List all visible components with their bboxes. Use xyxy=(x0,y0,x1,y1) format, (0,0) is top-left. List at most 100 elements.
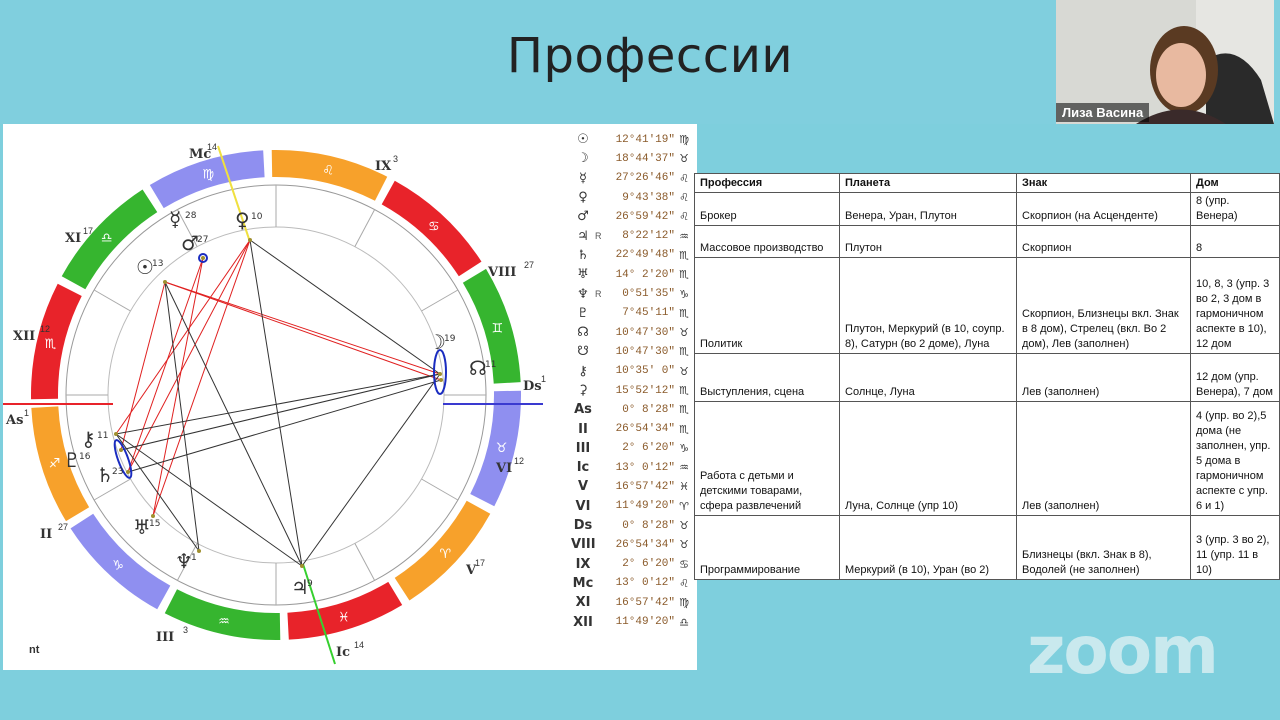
zodiac-segment xyxy=(31,283,82,400)
position-symbol: VIII xyxy=(571,537,596,553)
zodiac-segment xyxy=(381,180,482,277)
position-sign: ♓ xyxy=(679,480,689,494)
zodiac-segment xyxy=(31,406,90,522)
planet-glyph: ♀ xyxy=(235,208,250,232)
planet-dot xyxy=(438,372,442,376)
house-cusp-line xyxy=(354,543,376,581)
table-row: Брокер Венера, Уран, Плутон Скорпион (на А… xyxy=(694,192,1280,226)
position-sign: ♏ xyxy=(679,268,689,282)
position-degree: 26°54'34" xyxy=(615,423,675,436)
planet-glyph: ☊ xyxy=(469,356,487,380)
position-degree: 11°49'20" xyxy=(615,500,675,513)
zodiac-sign-glyph: ♊ xyxy=(492,321,504,336)
position-row: ♀ 9°43'38" ♌ xyxy=(571,188,695,207)
position-row: Ds 0° 8'28" ♉ xyxy=(571,516,695,535)
cell-sign: Скорпион xyxy=(1016,225,1191,258)
position-sign: ♏ xyxy=(679,384,689,397)
planet-dot xyxy=(201,256,205,260)
planet-dot xyxy=(248,238,252,242)
position-symbol: ⚳ xyxy=(578,383,588,398)
position-symbol: XII xyxy=(573,614,593,630)
zodiac-sign-glyph: ♉ xyxy=(496,441,508,456)
position-symbol: XI xyxy=(575,595,591,611)
cell-profession: Брокер xyxy=(694,192,840,226)
position-row: ☉ 12°41'19" ♍ xyxy=(571,130,695,149)
header-profession: Профессия xyxy=(694,173,840,193)
aspect-line xyxy=(249,239,303,567)
position-symbol: ☉ xyxy=(577,132,589,148)
position-row: ♂ 26°59'42" ♌ xyxy=(571,207,695,226)
cell-sign: Лев (заполнен) xyxy=(1016,353,1191,402)
house-label-degree: 1 xyxy=(541,374,546,384)
table-row: Выступления, сцена Солнце, Луна Лев (запол… xyxy=(694,353,1280,402)
planet-glyph: ☽ xyxy=(428,330,446,354)
cell-house: 10, 8, 3 (упр. 3 во 2, 3 дом в гармоничн… xyxy=(1190,257,1280,354)
planet-degree: 11 xyxy=(97,431,108,441)
house-cusp-line xyxy=(421,478,459,501)
house-label: Ic xyxy=(336,645,350,660)
house-cusp-line xyxy=(176,543,198,581)
position-degree: 7°45'11" xyxy=(622,307,675,320)
position-row: ♆ R 0°51'35" ♑ xyxy=(571,284,695,303)
house-label: III xyxy=(156,630,174,645)
position-row: Mc 13° 0'12" ♌ xyxy=(571,574,695,593)
chart-footer-label: nt xyxy=(29,644,40,656)
planet-dot xyxy=(151,514,155,518)
cell-sign: Лев (заполнен) xyxy=(1016,401,1191,516)
position-symbol: ☿ xyxy=(579,170,587,186)
aspect-line xyxy=(164,281,442,381)
cell-planet: Плутон, Меркурий (в 10, соупр. 8), Сатур… xyxy=(839,257,1017,354)
position-row: IX 2° 6'20" ♋ xyxy=(571,555,695,574)
position-degree: 0°51'35" xyxy=(622,288,675,301)
aspect-line xyxy=(127,379,442,473)
position-degree: 10°47'30" xyxy=(615,326,675,339)
position-sign: ♌ xyxy=(679,191,689,205)
house-label-degree: 14 xyxy=(354,640,364,650)
position-degree: 22°49'48" xyxy=(615,249,675,262)
zodiac-sign-glyph: ♐ xyxy=(49,457,61,472)
position-symbol: ♄ xyxy=(577,247,589,263)
position-row: VI 11°49'20" ♈ xyxy=(571,497,695,516)
planet-dot xyxy=(119,448,123,452)
house-cusp-line xyxy=(354,209,376,247)
aspect-line xyxy=(164,281,200,552)
professions-table: Профессия Планета Знак Дом Брокер Венера,… xyxy=(694,173,1280,580)
aspect-line xyxy=(164,281,441,375)
position-degree: 2° 6'20" xyxy=(622,558,675,571)
zodiac-sign-glyph: ♓ xyxy=(338,610,350,625)
planet-dot xyxy=(114,432,118,436)
house-label: Ds xyxy=(523,379,542,394)
aspect-line xyxy=(249,239,441,375)
position-sign: ♒ xyxy=(679,229,689,243)
position-symbol: IX xyxy=(575,556,591,572)
planet-dot xyxy=(197,549,201,553)
cell-profession: Работа с детьми и детскими товарами, сфе… xyxy=(694,401,840,516)
position-degree: 0° 8'28" xyxy=(622,519,675,532)
position-symbol: ☽ xyxy=(577,151,589,167)
position-retro: R xyxy=(595,231,602,242)
house-label: Mc xyxy=(189,147,211,162)
position-sign: ♏ xyxy=(679,345,689,359)
zodiac-segment xyxy=(394,500,491,601)
house-label-degree: 3 xyxy=(393,154,398,164)
position-degree: 26°59'42" xyxy=(615,210,675,223)
house-label: As xyxy=(5,413,23,428)
position-sign: ♉ xyxy=(679,519,689,533)
position-symbol: ☊ xyxy=(577,325,589,341)
position-symbol: II xyxy=(578,421,588,437)
zodiac-sign-glyph: ♎ xyxy=(101,231,113,246)
house-label-degree: 12 xyxy=(514,456,524,466)
position-retro: R xyxy=(595,289,602,300)
zodiac-segment xyxy=(287,581,403,640)
position-sign: ♎ xyxy=(679,615,689,629)
position-row: ♇ 7°45'11" ♏ xyxy=(571,304,695,323)
position-sign: ♈ xyxy=(679,499,689,513)
planet-dot xyxy=(300,564,304,568)
cell-house: 3 (упр. 3 во 2), 11 (упр. 11 в 10) xyxy=(1190,515,1280,580)
position-degree: 11°49'20" xyxy=(615,616,675,629)
position-row: ☿ 27°26'46" ♌ xyxy=(571,169,695,188)
planet-degree: 13 xyxy=(152,259,163,269)
planet-glyph: ♃ xyxy=(291,575,309,599)
participant-video-tile[interactable]: Лиза Васина xyxy=(1056,0,1274,124)
position-symbol: ⚷ xyxy=(578,363,588,379)
